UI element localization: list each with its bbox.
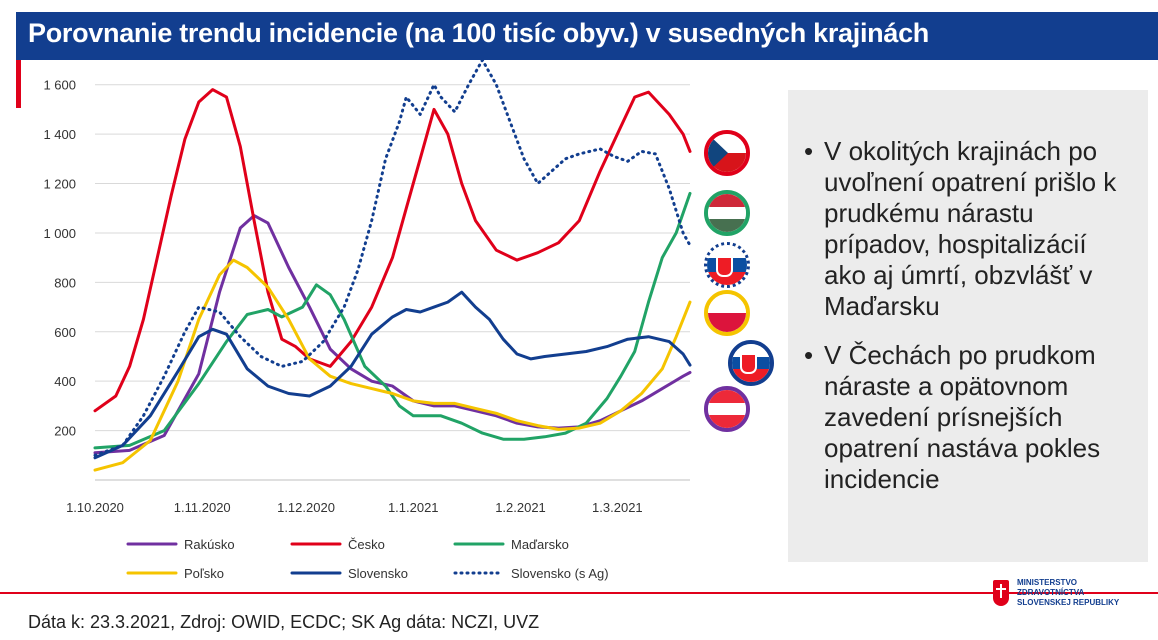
y-tick-label: 800 [54,275,76,290]
ministry-line-1: MINISTERSTVO [1017,578,1078,587]
legend-label-cesko: Česko [348,537,385,552]
series-line-madarsko [93,191,692,450]
key-points-panel: • V okolitých krajinách po uvoľnení opat… [788,90,1148,562]
key-point-1: • V okolitých krajinách po uvoľnení opat… [804,136,1134,322]
x-tick-label: 1.3.2021 [592,500,643,515]
incidence-chart: 200 400 600 800 1 000 1 200 1 400 1 600 1.10.20… [43,60,692,581]
chart-legend: Rakúsko Česko Maďarsko Poľsko Slovensko Slove… [126,537,609,581]
y-tick-label: 400 [54,374,76,389]
hungary-flag-icon [704,190,750,236]
x-tick-label: 1.11.2020 [174,500,231,515]
coat-of-arms-icon [993,580,1009,606]
y-tick-label: 1 600 [43,78,76,93]
footer-divider [0,592,1158,594]
key-points-list: • V okolitých krajinách po uvoľnení opat… [788,90,1148,495]
series-line-slovensko [93,290,692,460]
key-point-1-text: V okolitých krajinách po uvoľnení opatre… [824,136,1117,321]
title-accent [16,60,21,108]
x-tick-label: 1.2.2021 [495,500,546,515]
legend-label-slovensko: Slovensko [348,566,408,581]
key-point-2: • V Čechách po prudkom náraste a opätovn… [804,340,1134,495]
key-point-2-text: V Čechách po prudkom náraste a opätovnom… [824,340,1101,494]
y-tick-label: 1 200 [43,177,76,192]
ministry-name: MINISTERSTVO ZDRAVOTNÍCTVA SLOVENSKEJ RE… [1017,578,1119,608]
austria-flag-icon [704,386,750,432]
x-tick-label: 1.12.2020 [277,500,335,515]
y-tick-label: 1 400 [43,127,76,142]
x-tick-label: 1.1.2021 [388,500,439,515]
poland-flag-icon [704,290,750,336]
page-title: Porovnanie trendu incidencie (na 100 tis… [28,18,929,48]
y-tick-label: 600 [54,325,76,340]
y-tick-label: 1 000 [43,226,76,241]
czech-flag-icon [704,130,750,176]
slovakia-flag-icon [728,340,774,386]
x-axis-tick-labels: 1.10.2020 1.11.2020 1.12.2020 1.1.2021 1.2.2… [66,500,643,515]
legend-label-polsko: Poľsko [184,566,224,581]
ministry-logo: MINISTERSTVO ZDRAVOTNÍCTVA SLOVENSKEJ RE… [993,578,1143,618]
legend-label-slovensko-s-ag: Slovensko (s Ag) [511,566,609,581]
series-line-polsko [93,258,692,472]
ministry-line-3: SLOVENSKEJ REPUBLIKY [1017,598,1120,607]
grid-lines [95,84,690,481]
bullet-dot: • [804,340,814,370]
x-tick-label: 1.10.2020 [66,500,124,515]
bullet-dot: • [804,136,814,166]
series-lines [93,60,692,472]
series-line-cesko [93,88,692,413]
y-tick-label: 200 [54,424,76,439]
y-axis-tick-labels: 200 400 600 800 1 000 1 200 1 400 1 600 [43,78,76,439]
data-source-note: Dáta k: 23.3.2021, Zdroj: OWID, ECDC; SK… [28,612,540,632]
ministry-line-2: ZDRAVOTNÍCTVA [1017,588,1085,597]
slovakia-ag-flag-icon [704,242,750,288]
legend-label-rakusko: Rakúsko [184,537,235,552]
legend-label-madarsko: Maďarsko [511,537,569,552]
title-bar: Porovnanie trendu incidencie (na 100 tis… [16,12,1158,60]
